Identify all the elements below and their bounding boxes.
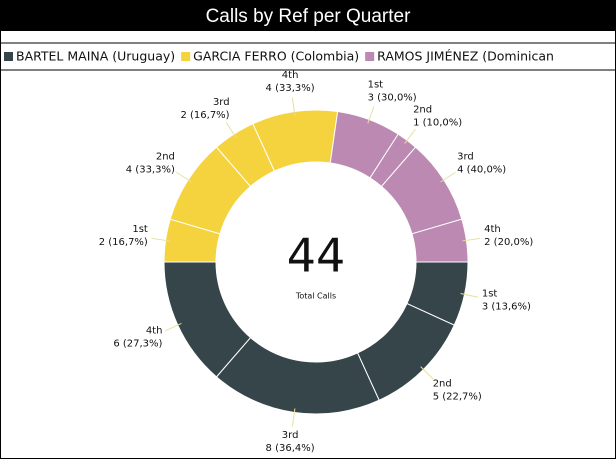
legend-label: RAMOS JIMÉNEZ (Dominican — [377, 49, 554, 64]
slice-category: 1st — [132, 224, 148, 235]
chart-title: Calls by Ref per Quarter — [206, 6, 412, 27]
slice-value-label: 6 (27,3%) — [113, 339, 162, 350]
leader-line — [460, 292, 479, 298]
slice-category: 4th — [282, 70, 299, 81]
slice-value-label: 1 (10,0%) — [413, 117, 462, 128]
leader-line — [420, 366, 434, 380]
slice-value-label: 4 (40,0%) — [457, 165, 506, 176]
slice-category: 2nd — [413, 104, 432, 115]
donut-slice — [411, 218, 469, 263]
slice-category: 2nd — [433, 379, 452, 390]
legend-label: GARCIA FERRO (Colombia) — [193, 49, 359, 64]
leader-line — [151, 237, 170, 242]
leader-line — [176, 171, 192, 183]
center-label: Total Calls — [295, 292, 336, 301]
slice-category: 3rd — [457, 152, 474, 163]
slice-value-label: 2 (16,7%) — [99, 237, 148, 248]
leader-line — [404, 128, 416, 144]
slice-category: 2nd — [156, 152, 175, 163]
legend-swatch — [4, 52, 13, 61]
center-value: 44 — [287, 229, 346, 283]
slice-category: 3rd — [213, 97, 230, 108]
slice-value-label: 4 (33,3%) — [126, 165, 175, 176]
leader-line — [440, 171, 456, 183]
slice-category: 1st — [368, 79, 384, 90]
legend-swatch — [181, 52, 191, 61]
slice-category: 4th — [146, 326, 163, 337]
slice-value-label: 8 (36,4%) — [266, 443, 315, 454]
leader-line — [164, 323, 182, 332]
slice-value-label: 4 (33,3%) — [266, 83, 315, 94]
slice-value-label: 5 (22,7%) — [433, 392, 482, 403]
slice-category: 4th — [484, 224, 501, 235]
leader-line — [462, 237, 481, 242]
slice-value-label: 3 (30,0%) — [368, 92, 417, 103]
slice-category: 1st — [482, 289, 498, 300]
slice-category: 3rd — [282, 430, 299, 441]
slice-value-label: 3 (13,6%) — [482, 302, 531, 313]
legend-swatch — [365, 52, 375, 61]
leader-line — [225, 122, 237, 138]
slice-value-label: 2 (20,0%) — [484, 237, 533, 248]
slice-value-label: 2 (16,7%) — [180, 110, 229, 121]
leader-line — [367, 106, 375, 124]
leader-line — [291, 408, 296, 427]
legend-label: BARTEL MAINA (Uruguay) — [16, 49, 175, 64]
leader-line — [291, 97, 296, 116]
title-bar — [0, 0, 616, 31]
